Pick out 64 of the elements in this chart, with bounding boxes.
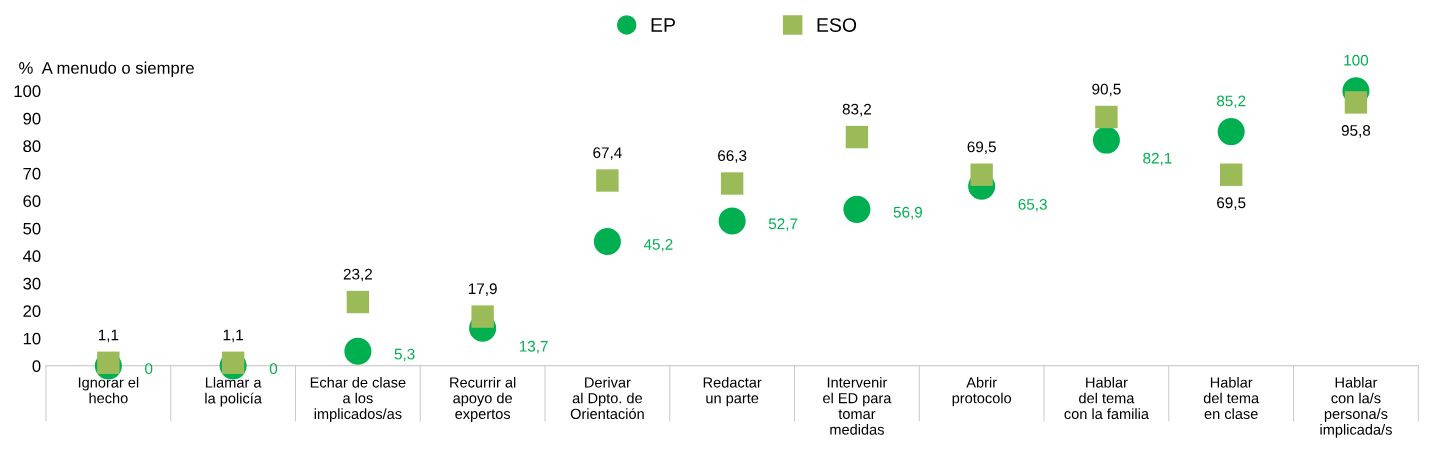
point xyxy=(718,207,746,235)
data-label: 0 xyxy=(145,363,153,375)
data-label: 45,2 xyxy=(643,238,673,252)
point xyxy=(1217,118,1245,146)
y-tick-label: 30 xyxy=(23,277,41,290)
data-label: 95,8 xyxy=(1341,125,1371,138)
point xyxy=(1095,105,1118,129)
y-tick-label: 20 xyxy=(23,305,41,318)
x-tick-label: Abrir protocolo xyxy=(952,376,1012,407)
data-label: 82,1 xyxy=(1143,152,1172,166)
data-label: 69,5 xyxy=(967,141,996,155)
x-tick-label: Echar de clase a los implicados/as xyxy=(310,376,406,422)
data-label: 85,2 xyxy=(1216,95,1246,109)
point xyxy=(346,290,370,314)
y-axis-title: % A menudo o siempre xyxy=(19,61,194,78)
point xyxy=(845,125,869,149)
data-label: 67,4 xyxy=(593,147,622,160)
data-label: 23,2 xyxy=(343,268,372,282)
point xyxy=(97,351,120,374)
point xyxy=(1219,163,1243,186)
point xyxy=(221,351,245,374)
x-tick-label: Intervenir el ED para tomar medidas xyxy=(823,376,892,435)
data-label: 56,9 xyxy=(893,206,923,220)
data-label: 69,5 xyxy=(1217,197,1246,210)
data-label: 100 xyxy=(1344,54,1369,66)
x-tick-label: Ignorar el hecho xyxy=(78,376,139,404)
point xyxy=(471,305,494,328)
y-tick-label: 80 xyxy=(23,140,41,153)
x-tick-label: Redactar un parte xyxy=(703,376,762,407)
y-tick-label: 10 xyxy=(23,332,41,345)
x-tick-label: Hablar del tema con la familia xyxy=(1064,376,1149,420)
x-tick-label: Derivar al Dpto. de Orientación xyxy=(570,376,644,420)
data-label: 13,7 xyxy=(519,340,548,354)
point xyxy=(970,163,993,186)
data-label: 52,7 xyxy=(768,218,798,231)
legend-label: ESO xyxy=(817,18,857,32)
point xyxy=(1092,126,1120,154)
point xyxy=(1344,91,1368,114)
data-label: 90,5 xyxy=(1092,83,1121,97)
data-label: 1,1 xyxy=(98,329,119,343)
data-label: 17,9 xyxy=(468,283,497,296)
y-tick-label: 40 xyxy=(22,250,41,263)
y-tick-label: 100 xyxy=(14,85,41,98)
data-label: 1,1 xyxy=(223,329,243,343)
data-label: 83,2 xyxy=(842,103,872,117)
data-label: 66,3 xyxy=(718,150,747,163)
point xyxy=(720,172,744,195)
x-tick-label: Llamar a la policía xyxy=(205,376,262,407)
data-label: 5,3 xyxy=(394,348,415,362)
point xyxy=(593,228,621,256)
y-tick-label: 0 xyxy=(32,360,41,373)
y-tick-label: 60 xyxy=(23,195,41,208)
y-tick-label: 50 xyxy=(23,222,41,235)
legend-label: EP xyxy=(651,18,675,32)
point xyxy=(344,337,372,365)
y-tick-label: 70 xyxy=(23,167,41,180)
x-tick-label: Hablar con la/s persona/s implicada/s xyxy=(1320,376,1392,438)
point xyxy=(596,169,619,192)
x-tick-label: Recurrir al apoyo de expertos xyxy=(450,376,516,422)
y-tick-label: 90 xyxy=(23,112,41,125)
data-label: 65,3 xyxy=(1018,199,1047,212)
x-tick-label: Hablar del tema en clase xyxy=(1203,376,1260,420)
point xyxy=(843,195,871,223)
data-label: 0 xyxy=(269,363,278,375)
